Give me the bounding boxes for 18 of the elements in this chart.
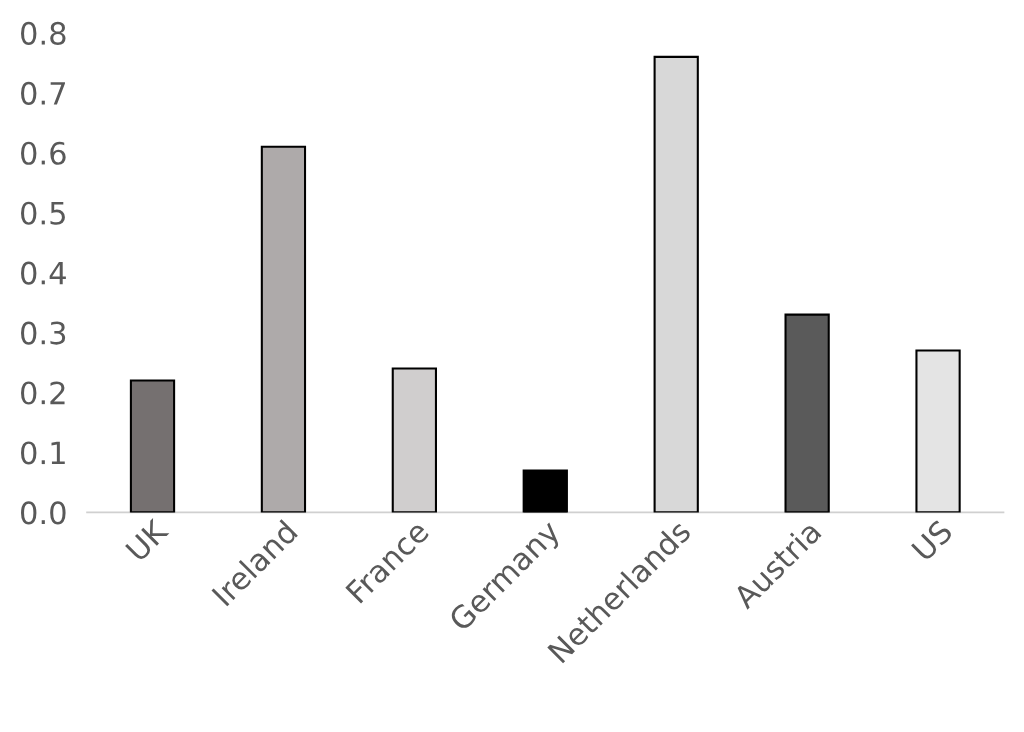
y-tick-label: 0.3 <box>21 321 66 345</box>
bar <box>391 367 437 513</box>
bar <box>653 55 699 513</box>
bar <box>522 469 568 513</box>
bar <box>784 313 830 513</box>
bar <box>915 349 961 513</box>
y-tick-label: 0.2 <box>21 381 65 405</box>
y-tick-label: 0.8 <box>21 21 66 45</box>
x-tick-label: US <box>910 518 954 562</box>
y-tick-label: 0.5 <box>21 201 65 225</box>
y-tick-label: 0.7 <box>21 81 65 105</box>
x-tick-label: UK <box>125 517 170 563</box>
y-tick-label: 0.1 <box>21 441 65 465</box>
y-tick-label: 0.0 <box>21 501 66 525</box>
bar <box>260 145 307 513</box>
y-tick-label: 0.6 <box>21 141 66 165</box>
bar <box>129 379 176 513</box>
y-tick-label: 0.4 <box>21 261 66 285</box>
